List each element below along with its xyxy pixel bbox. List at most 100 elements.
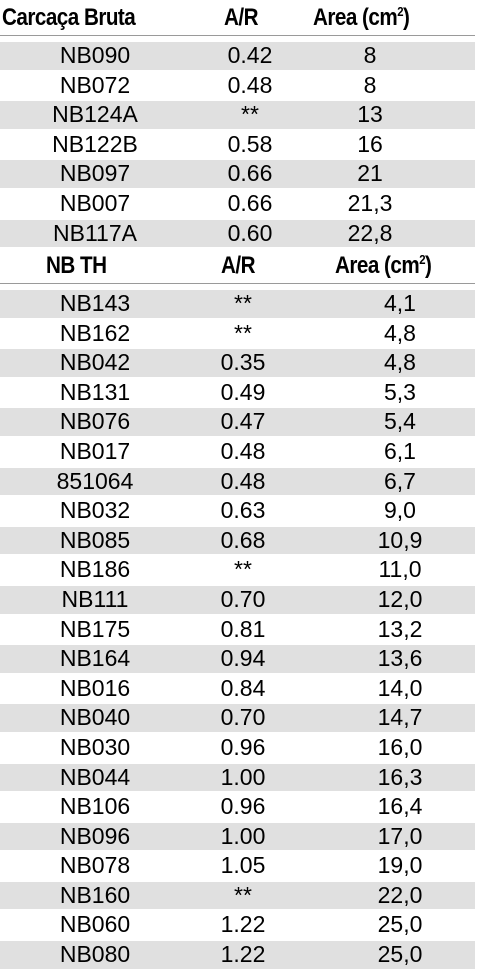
nb-th-header-row: NB TH A/R Area (cm2): [0, 248, 497, 284]
table-row: NB143 ** 4,1: [0, 289, 497, 319]
area-cell: 4,1: [384, 290, 416, 316]
area-cell: 21: [357, 160, 383, 187]
area-cell: 19,0: [377, 852, 423, 879]
area-cell: 4,8: [384, 349, 416, 376]
part-code-cell: NB090: [59, 42, 131, 68]
part-code-cell: NB106: [59, 793, 131, 820]
part-code-cell: NB111: [61, 585, 129, 612]
area-cell: 13,6: [377, 645, 423, 672]
area-cell: 13,2: [377, 615, 423, 642]
area-header-close: ): [425, 252, 432, 279]
table-row: NB016 0.84 14,0: [0, 674, 497, 704]
part-code-cell: NB042: [59, 349, 131, 376]
ar-ratio-cell: 0.96: [220, 733, 266, 760]
table-row: NB175 0.81 13,2: [0, 615, 497, 645]
carcaca-bruta-rows: NB090 0.42 8 NB072 0.48 8 NB124A ** 13 NB122B 0.58…: [0, 41, 497, 248]
code-column-header: NB TH: [46, 252, 107, 279]
area-column-header: Area (cm2): [313, 0, 410, 36]
ar-ratio-cell: 0.94: [220, 645, 266, 672]
code-column-header: Carcaça Bruta: [2, 4, 136, 31]
area-cell: 25,0: [377, 911, 423, 938]
part-code-cell: NB097: [59, 160, 131, 187]
part-code-cell: NB032: [59, 497, 131, 524]
part-code-cell: NB143: [59, 290, 131, 316]
table-row: NB007 0.66 21,3: [0, 189, 497, 219]
table-row: NB060 1.22 25,0: [0, 910, 497, 940]
area-header-superscript: 2: [419, 251, 426, 267]
table-row: NB078 1.05 19,0: [0, 851, 497, 881]
ar-ratio-cell: 0.66: [227, 189, 273, 216]
table-row: NB186 ** 11,0: [0, 555, 497, 585]
area-cell: 22,8: [347, 219, 393, 246]
header-divider: [0, 283, 475, 284]
area-cell: 9,0: [384, 497, 416, 524]
ar-ratio-cell: 0.70: [220, 585, 266, 612]
area-header-text: Area (cm: [335, 252, 420, 279]
part-code-cell: 851064: [56, 467, 134, 494]
part-code-cell: NB030: [59, 733, 131, 760]
table-row: NB042 0.35 4,8: [0, 348, 497, 378]
part-code-cell: NB122B: [52, 130, 138, 157]
area-cell: 22,0: [377, 881, 423, 908]
part-code-cell: NB117A: [53, 219, 137, 246]
table-row: 851064 0.48 6,7: [0, 467, 497, 497]
table-row: NB117A 0.60 22,8: [0, 219, 497, 249]
area-cell: 14,0: [377, 674, 423, 701]
part-code-cell: NB096: [59, 822, 131, 849]
nb-th-rows: NB143 ** 4,1 NB162 ** 4,8 NB042 0.35 4,8 NB131 0.4…: [0, 289, 497, 970]
table-row: NB124A ** 13: [0, 100, 497, 130]
table-row: NB122B 0.58 16: [0, 130, 497, 160]
part-code-cell: NB162: [59, 319, 131, 346]
area-cell: 6,7: [384, 467, 416, 494]
part-code-cell: NB131: [59, 378, 131, 405]
table-row: NB106 0.96 16,4: [0, 792, 497, 822]
ar-ratio-cell: 0.35: [220, 349, 266, 376]
part-code-cell: NB017: [59, 437, 131, 464]
ar-ratio-cell: 0.58: [227, 130, 273, 157]
part-code-cell: NB085: [59, 526, 131, 553]
ar-ratio-cell: **: [234, 290, 252, 316]
table-row: NB097 0.66 21: [0, 159, 497, 189]
area-cell: 14,7: [377, 704, 423, 731]
part-code-cell: NB160: [59, 881, 131, 908]
ar-ratio-cell: 0.48: [220, 467, 266, 494]
ar-column-header: A/R: [224, 4, 259, 31]
part-code-cell: NB076: [59, 408, 131, 435]
part-code-cell: NB080: [59, 941, 131, 968]
area-column-header: Area (cm2): [335, 248, 432, 284]
area-cell: 25,0: [377, 941, 423, 968]
area-cell: 8: [363, 42, 377, 68]
area-cell: 5,4: [384, 408, 416, 435]
area-cell: 6,1: [384, 437, 416, 464]
ar-ratio-cell: 1.00: [220, 763, 266, 790]
part-code-cell: NB060: [59, 911, 131, 938]
area-cell: 21,3: [347, 189, 393, 216]
table-row: NB160 ** 22,0: [0, 881, 497, 911]
area-cell: 16: [357, 130, 383, 157]
part-code-cell: NB007: [59, 189, 131, 216]
table-row: NB032 0.63 9,0: [0, 496, 497, 526]
table-row: NB131 0.49 5,3: [0, 378, 497, 408]
table-row: NB111 0.70 12,0: [0, 585, 497, 615]
ar-ratio-cell: 0.81: [220, 615, 266, 642]
ar-column-header: A/R: [221, 252, 256, 279]
part-code-cell: NB078: [59, 852, 131, 879]
area-header-text: Area (cm: [313, 4, 398, 31]
header-divider: [0, 35, 475, 36]
ar-ratio-cell: 0.48: [220, 437, 266, 464]
ar-ratio-cell: 1.22: [220, 911, 266, 938]
ar-ratio-cell: 1.00: [220, 822, 266, 849]
ar-ratio-cell: 0.70: [220, 704, 266, 731]
area-cell: 17,0: [377, 822, 423, 849]
table-row: NB076 0.47 5,4: [0, 407, 497, 437]
area-cell: 5,3: [384, 378, 416, 405]
area-cell: 16,0: [377, 733, 423, 760]
area-cell: 4,8: [384, 319, 416, 346]
table-row: NB164 0.94 13,6: [0, 644, 497, 674]
area-header-superscript: 2: [397, 3, 404, 19]
ar-ratio-cell: 1.22: [220, 941, 266, 968]
ar-ratio-cell: **: [234, 556, 252, 583]
ar-ratio-cell: 0.48: [227, 71, 273, 98]
ar-ratio-cell: 1.05: [220, 852, 266, 879]
